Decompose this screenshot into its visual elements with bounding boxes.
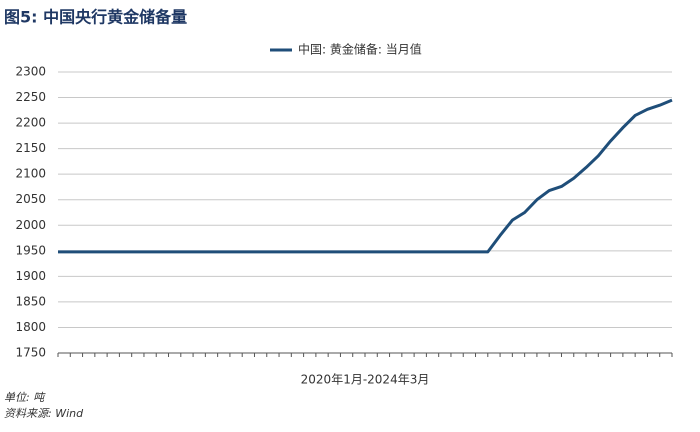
y-tick-label: 1800 [15, 320, 46, 334]
y-tick-label: 2150 [15, 141, 46, 155]
y-tick-label: 2200 [15, 116, 46, 130]
y-tick-label: 1900 [15, 269, 46, 283]
x-axis-title: 2020年1月-2024年3月 [301, 373, 430, 387]
chart-title: 图5: 中国央行黄金储备量 [4, 8, 187, 27]
y-tick-label: 2300 [15, 65, 46, 79]
y-tick-label: 2050 [15, 192, 46, 206]
y-tick-label: 2000 [15, 218, 46, 232]
source-note: 资料来源: Wind [4, 407, 84, 420]
y-tick-label: 2100 [15, 167, 46, 181]
series-line [58, 98, 673, 254]
y-tick-label: 2250 [15, 90, 46, 104]
y-tick-label: 1750 [15, 346, 46, 360]
legend-label: 中国: 黄金储备: 当月值 [298, 42, 422, 57]
y-tick-label: 1850 [15, 294, 46, 308]
y-tick-label: 1950 [15, 243, 46, 257]
unit-note: 单位: 吨 [4, 391, 46, 404]
